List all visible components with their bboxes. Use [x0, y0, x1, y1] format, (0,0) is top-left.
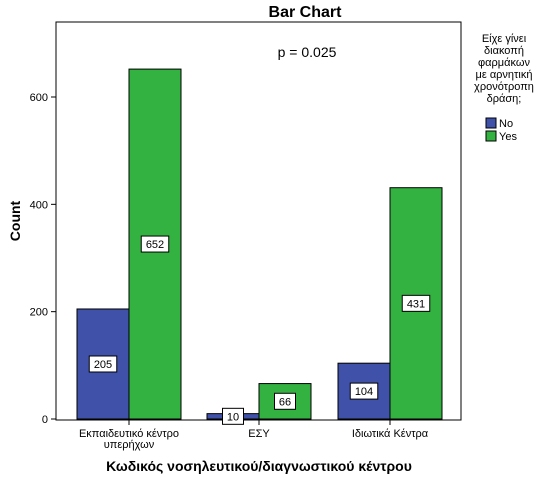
y-tick-label: 200: [30, 307, 48, 319]
data-label-box: [140, 235, 170, 253]
data-label: 431: [407, 298, 425, 310]
legend-title-line: διακοπή: [484, 45, 524, 57]
chart-title: Bar Chart: [269, 4, 343, 21]
data-label-box: [88, 355, 118, 373]
data-label: 652: [146, 239, 164, 251]
y-tick-label: 0: [42, 414, 48, 426]
legend-title-line: Είχε γίνει: [482, 33, 527, 45]
legend-swatch-yes: [485, 130, 497, 142]
legend-title-line: φαρμάκων: [478, 57, 530, 69]
y-axis: 0 200 400 600: [30, 92, 56, 426]
x-tick-label: Ιδιωτικά Κέντρα: [352, 428, 429, 440]
x-tick-label: Εκπαιδευτικό κέντρο: [79, 428, 179, 440]
data-label-box: [401, 294, 431, 312]
legend-title-line: με αρνητική: [476, 69, 533, 81]
data-label-box: [222, 407, 244, 425]
legend-label: No: [499, 118, 513, 130]
data-label: 66: [279, 396, 291, 408]
y-tick-label: 400: [30, 199, 48, 211]
data-label: 205: [94, 359, 112, 371]
x-tick-label: ΕΣΥ: [248, 428, 270, 440]
legend-label: Yes: [499, 131, 517, 143]
x-axis-label: Κωδικός νοσηλευτικού/διαγνωστικού κέντρο…: [106, 458, 412, 474]
data-label: 10: [227, 411, 239, 423]
data-label-box: [349, 382, 379, 400]
p-value-annotation: p = 0.025: [278, 44, 337, 60]
x-tick-label: υπερήχων: [104, 439, 155, 451]
legend-swatch-no: [485, 117, 497, 129]
bars-layer: 205 652 10 66 104 431: [76, 68, 443, 425]
data-label-box: [274, 392, 296, 410]
data-label: 104: [355, 386, 373, 398]
y-axis-label: Count: [7, 200, 23, 241]
legend-title-line: χρονότροπη: [474, 81, 534, 93]
y-tick-label: 600: [30, 92, 48, 104]
legend-title-line: δράση;: [487, 93, 522, 105]
